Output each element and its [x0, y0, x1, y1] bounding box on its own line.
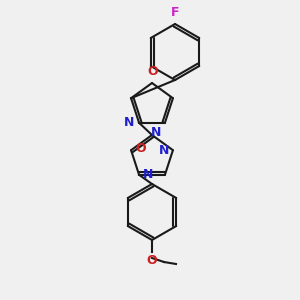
- Text: O: O: [148, 65, 158, 78]
- Text: N: N: [151, 126, 161, 139]
- Text: F: F: [171, 6, 179, 19]
- Text: N: N: [124, 116, 134, 129]
- Text: N: N: [158, 144, 169, 157]
- Text: O: O: [135, 142, 146, 155]
- Text: O: O: [147, 254, 157, 267]
- Text: N: N: [143, 168, 153, 181]
